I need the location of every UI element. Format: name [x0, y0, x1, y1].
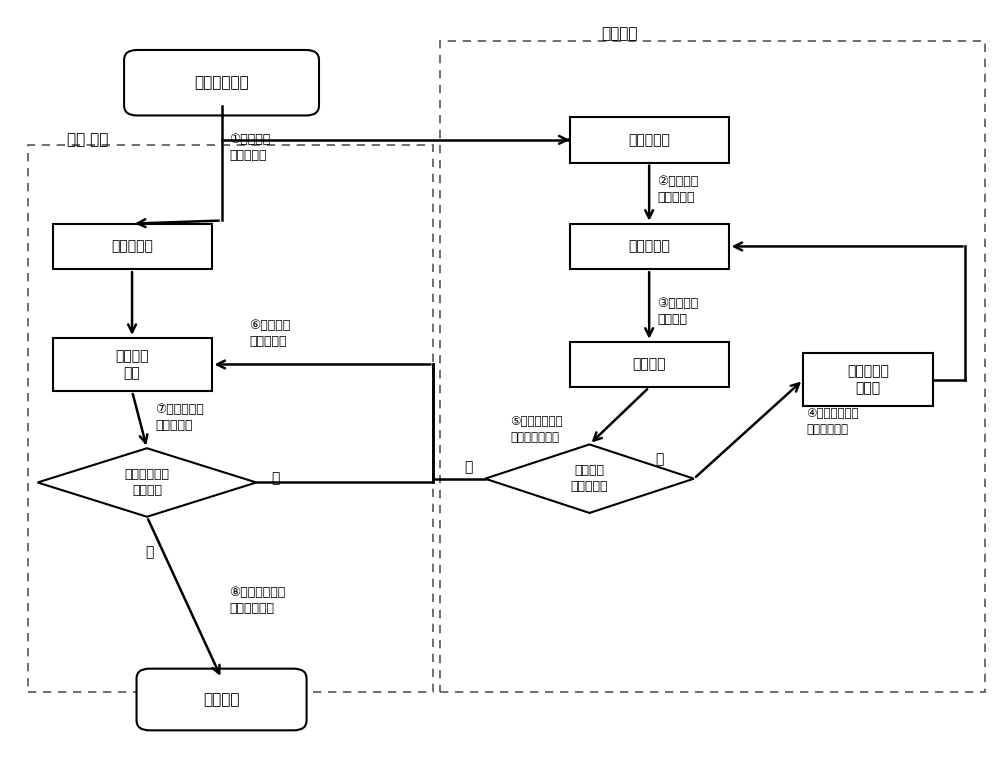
FancyBboxPatch shape [137, 669, 307, 730]
Bar [440, 41, 985, 692]
Text: 测试结果是否
达到要求: 测试结果是否 达到要求 [124, 468, 169, 497]
Text: 模型 测试: 模型 测试 [67, 133, 108, 147]
Bar [570, 224, 729, 269]
Text: 数据初始化: 数据初始化 [628, 239, 670, 253]
FancyBboxPatch shape [124, 50, 319, 116]
Text: ⑦计算模型拟
合实际参数: ⑦计算模型拟 合实际参数 [155, 403, 204, 433]
Text: 更新特征向
量权重: 更新特征向 量权重 [847, 364, 889, 395]
Text: 迭代计数: 迭代计数 [632, 357, 666, 371]
Text: 输出模型: 输出模型 [203, 692, 240, 707]
Text: 测试集数据: 测试集数据 [111, 239, 153, 253]
Text: 完成训练
模型: 完成训练 模型 [115, 349, 149, 380]
Polygon shape [485, 444, 694, 513]
Text: ②对用户数
据进行定义: ②对用户数 据进行定义 [657, 175, 698, 204]
Text: ③进入迭代
求解过程: ③进入迭代 求解过程 [657, 297, 698, 326]
Text: ⑥输出最优
化目标函数: ⑥输出最优 化目标函数 [249, 319, 291, 347]
Text: ④拟牛顿法求解
最优目标函数: ④拟牛顿法求解 最优目标函数 [806, 407, 859, 436]
Text: 否: 否 [271, 472, 280, 486]
Text: 否: 否 [655, 453, 663, 466]
Text: 训练集数据: 训练集数据 [628, 133, 670, 146]
Text: 是: 是 [146, 545, 154, 560]
Text: ①按比例随
机抽取数据: ①按比例随 机抽取数据 [230, 133, 271, 162]
Text: 样本数据输入: 样本数据输入 [194, 75, 249, 91]
Bar [570, 341, 729, 387]
Bar [803, 353, 933, 407]
Text: 模型训练: 模型训练 [601, 26, 638, 41]
Bar [570, 117, 729, 163]
Text: 是: 是 [464, 460, 472, 474]
Bar [53, 337, 212, 391]
Polygon shape [38, 448, 256, 517]
Bar [53, 224, 212, 269]
Text: ⑤是否完成最优
化目标函数求解: ⑤是否完成最优 化目标函数求解 [510, 415, 562, 443]
Text: 是否满足
终止条件？: 是否满足 终止条件？ [571, 464, 608, 493]
Bar [28, 145, 433, 692]
Text: ⑧完成违约窃电
概率分析模型: ⑧完成违约窃电 概率分析模型 [230, 586, 286, 615]
